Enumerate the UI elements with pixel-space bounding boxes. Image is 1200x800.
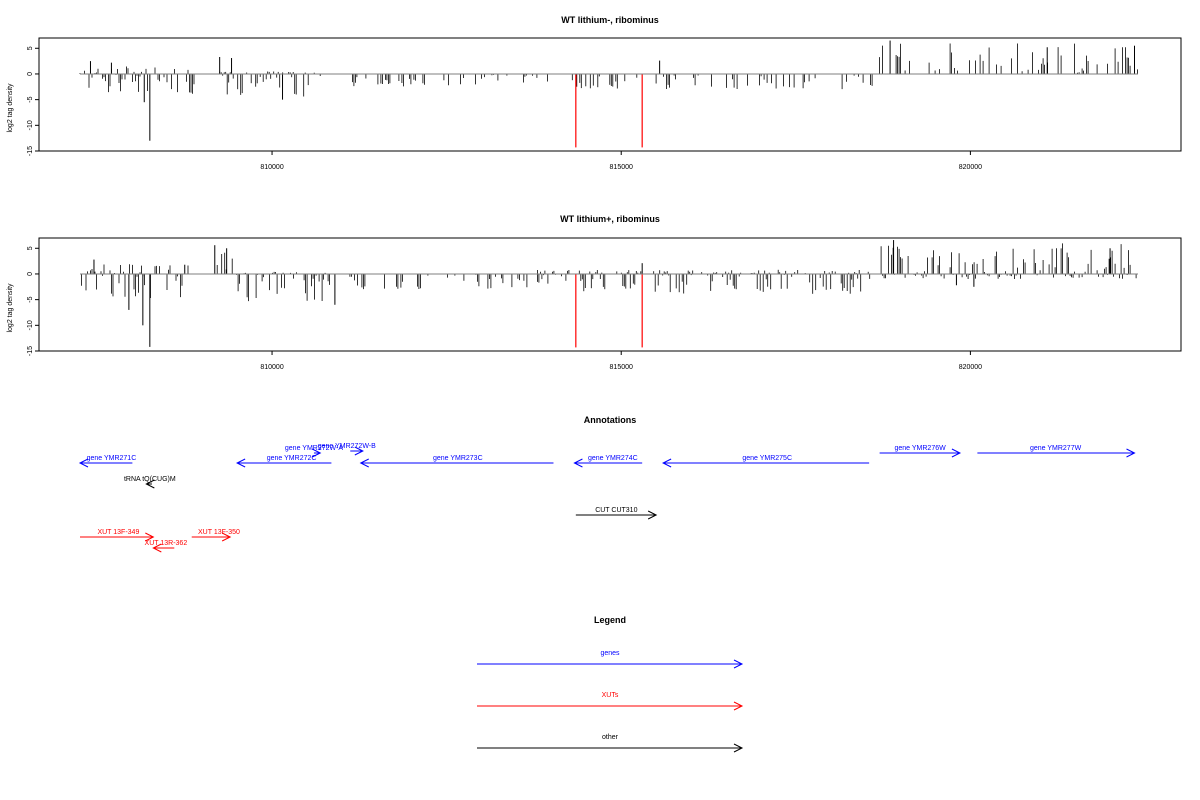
x-tick-label: 810000 [260, 364, 283, 371]
feature-gene: gene YMR275C [662, 455, 870, 468]
x-tick-label: 810000 [260, 164, 283, 171]
arrowhead [733, 701, 744, 711]
arrowhead [145, 532, 155, 542]
y-tick-label: -10 [27, 320, 34, 330]
arrowhead [221, 532, 232, 542]
feature-other: tRNA tQ(CUG)M [124, 476, 176, 489]
legend-panel: Legend genes XUTs other [477, 615, 744, 753]
legend-title: Legend [594, 615, 626, 625]
legend-label: genes [600, 650, 620, 657]
arrowhead [1126, 448, 1136, 458]
y-tick-label: -10 [27, 120, 34, 130]
feature-gene: gene YMR272W-A [285, 445, 343, 458]
panel-2-bars [80, 240, 1138, 348]
x-tick-label: 815000 [610, 164, 633, 171]
feature-xut: XUT 13F-350 [191, 529, 240, 542]
feature-label: gene YMR272W-B [318, 443, 376, 450]
feature-other: CUT CUT310 [575, 507, 658, 520]
arrowhead [145, 479, 155, 489]
feature-label: XUT 13F-349 [97, 529, 139, 536]
panel-1-axes: 5 0 -5 -10 -15 810000 815000 820000 [27, 46, 982, 171]
feature-gene: gene YMR274C [573, 455, 643, 468]
feature-gene: gene YMR272C [236, 455, 332, 468]
arrowhead [733, 743, 744, 753]
x-tick-label: 815000 [610, 364, 633, 371]
x-tick-label: 820000 [959, 164, 982, 171]
arrowhead [951, 448, 962, 458]
feature-label: gene YMR271C [87, 455, 137, 462]
arrowhead [236, 458, 246, 468]
arrowhead [662, 458, 672, 468]
legend-item: other [477, 734, 744, 753]
arrowhead [354, 446, 364, 456]
legend-item: XUTs [477, 692, 744, 711]
arrowhead [152, 543, 162, 553]
feature-label: gene YMR275C [742, 455, 792, 462]
arrowhead [359, 458, 369, 468]
feature-xut: XUT 13R-362 [145, 540, 188, 553]
panel-1-ylabel: log2 tag density [7, 83, 14, 133]
panel-2-axes: 5 0 -5 -10 -15 810000 815000 820000 [27, 246, 982, 371]
y-tick-label: -15 [27, 146, 34, 156]
y-tick-label: 0 [27, 72, 34, 76]
feature-gene: gene YMR276W [879, 445, 962, 458]
feature-gene: gene YMR271C [78, 455, 137, 468]
panel-2-ylabel: log2 tag density [7, 283, 14, 333]
arrowhead [733, 659, 744, 669]
panel-2-frame [38, 237, 1182, 352]
x-tick-label: 820000 [959, 364, 982, 371]
y-tick-label: 5 [27, 246, 34, 250]
arrowhead [573, 458, 583, 468]
y-tick-label: 0 [27, 272, 34, 276]
feature-label: gene YMR276W [894, 445, 946, 452]
feature-label: CUT CUT310 [595, 507, 637, 514]
feature-gene: gene YMR273C [359, 455, 554, 468]
legend-items: genes XUTs other [477, 650, 744, 753]
legend-label: XUTs [602, 692, 619, 699]
panel-1-bars [79, 40, 1138, 148]
panel-1-frame [38, 37, 1182, 152]
feature-label: gene YMR273C [433, 455, 483, 462]
feature-label: gene YMR272W-A [285, 445, 343, 452]
panel-lithium-plus: WT lithium+, ribominus log2 tag density … [7, 214, 1182, 371]
feature-gene: gene YMR277W [977, 445, 1136, 458]
panel-lithium-minus: WT lithium-, ribominus log2 tag density … [7, 15, 1182, 171]
annotations-panel: Annotations gene YMR271C gene YMR272Cgene… [78, 415, 1136, 553]
feature-label: gene YMR272C [267, 455, 317, 462]
panel-2-title: WT lithium+, ribominus [560, 214, 660, 224]
panel-1-title: WT lithium-, ribominus [561, 15, 659, 25]
feature-label: XUT 13F-350 [198, 529, 240, 536]
legend-label: other [602, 734, 619, 741]
feature-xut: XUT 13F-349 [80, 529, 155, 542]
annotations-title: Annotations [584, 415, 637, 425]
y-tick-label: -15 [27, 346, 34, 356]
arrowhead [78, 458, 89, 468]
feature-label: tRNA tQ(CUG)M [124, 476, 176, 483]
arrowhead [647, 510, 658, 520]
feature-gene: gene YMR272W-B [318, 443, 376, 456]
feature-label: XUT 13R-362 [145, 540, 188, 547]
y-tick-label: 5 [27, 46, 34, 50]
feature-label: gene YMR277W [1030, 445, 1082, 452]
arrowhead [312, 448, 322, 458]
feature-label: gene YMR274C [588, 455, 638, 462]
legend-item: genes [477, 650, 744, 669]
y-tick-label: -5 [27, 296, 34, 302]
y-tick-label: -5 [27, 96, 34, 102]
